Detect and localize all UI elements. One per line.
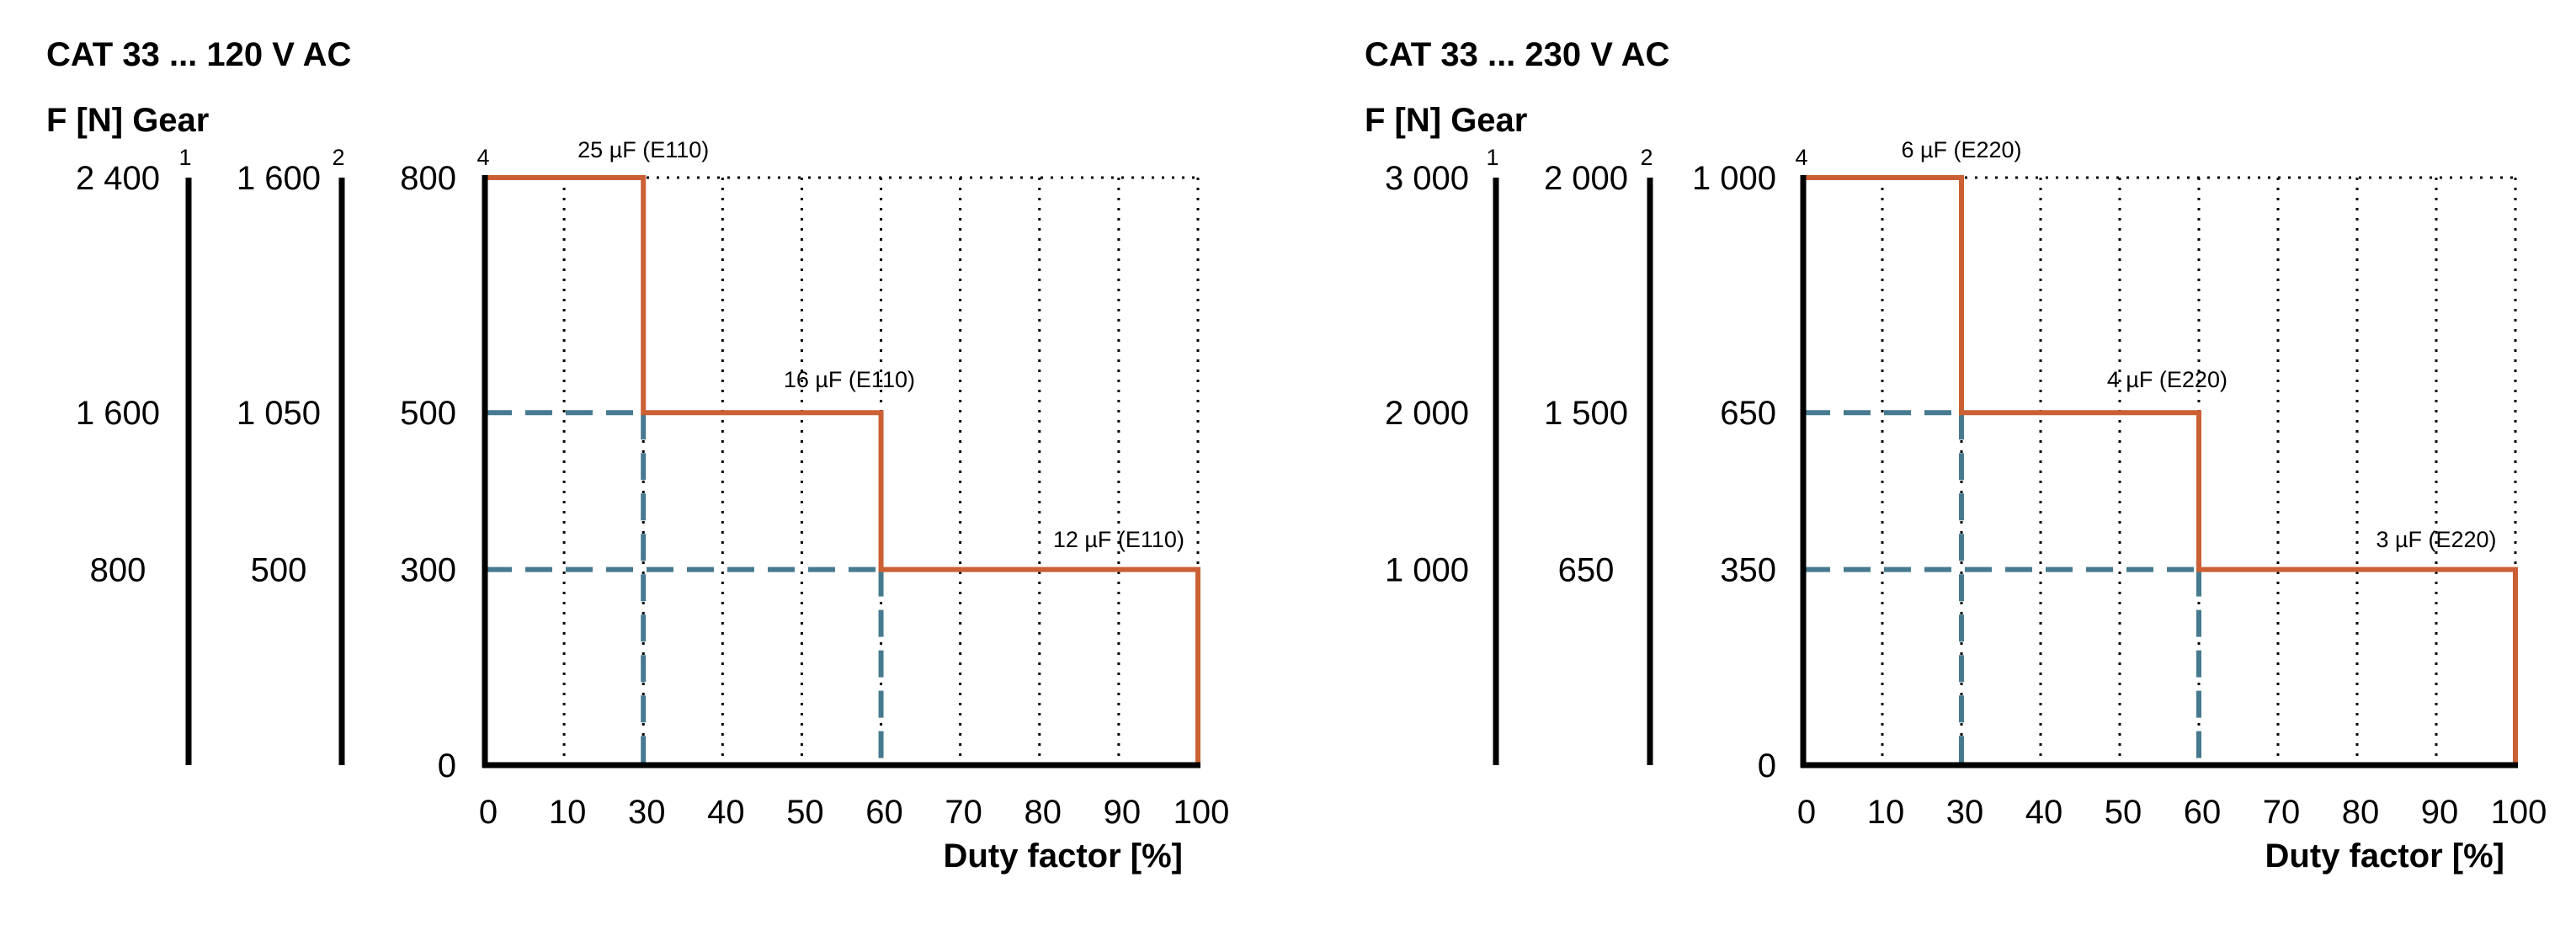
- x-tick-label: 40: [2025, 794, 2063, 831]
- limit-step-line: [485, 175, 1200, 765]
- gear-axis-name: 2: [1640, 145, 1653, 170]
- y-tick-label: 500: [400, 395, 456, 432]
- step-label: 12 µF (E110): [1053, 527, 1184, 552]
- gear-tick-label: 2 000: [1385, 395, 1469, 432]
- x-tick-label: 100: [2491, 794, 2547, 831]
- x-tick-label: 30: [1946, 794, 1984, 831]
- x-tick-label: 30: [628, 794, 666, 831]
- x-tick-label: 0: [479, 794, 498, 831]
- x-tick-label: 60: [865, 794, 903, 831]
- x-axis-label: Duty factor [%]: [944, 838, 1183, 875]
- x-tick-label: 0: [1797, 794, 1816, 831]
- chart-title: CAT 33 ... 120 V AC: [46, 36, 351, 73]
- x-tick-label: 60: [2184, 794, 2222, 831]
- y-axis-label: F [N] Gear: [46, 102, 209, 139]
- x-tick-label: 80: [1025, 794, 1062, 831]
- gear-tick-label: 1 000: [1385, 552, 1469, 589]
- step-label: 16 µF (E110): [784, 367, 915, 392]
- y-tick-label: 0: [1758, 747, 1776, 784]
- chart-2: CAT 33 ... 230 V AC F [N] Gear 1 3 000 2 000…: [1365, 36, 2547, 875]
- y-tick-label: 350: [1720, 552, 1776, 589]
- step-label: 3 µF (E220): [2376, 527, 2496, 552]
- step-label: 6 µF (E220): [1901, 137, 2021, 162]
- x-tick-label: 90: [2421, 794, 2459, 831]
- step-label: 25 µF (E110): [577, 137, 709, 162]
- gear-axis-name: 1: [178, 145, 191, 170]
- gear-tick-label: 1 600: [237, 160, 321, 197]
- gear-tick-label: 650: [1558, 552, 1615, 589]
- gear-tick-label: 1 050: [237, 395, 321, 432]
- x-tick-label: 70: [945, 794, 982, 831]
- x-tick-label: 80: [2342, 794, 2380, 831]
- gear-tick-label: 2 400: [76, 160, 160, 197]
- y-tick-label: 0: [438, 747, 456, 784]
- limit-step-line: [1803, 175, 2518, 765]
- gear-tick-label: 500: [251, 552, 307, 589]
- y-tick-label: 300: [400, 552, 456, 589]
- x-tick-label: 40: [707, 794, 745, 831]
- y-tick-label: 650: [1720, 395, 1776, 432]
- x-tick-label: 100: [1174, 794, 1230, 831]
- gear-tick-label: 1 500: [1544, 395, 1628, 432]
- gear-tick-label: 800: [90, 552, 146, 589]
- x-tick-label: 90: [1104, 794, 1142, 831]
- x-tick-label: 50: [2105, 794, 2142, 831]
- gear-axis-name: 2: [332, 145, 344, 170]
- gear-tick-label: 3 000: [1385, 160, 1469, 197]
- y-tick-label: 800: [400, 160, 456, 197]
- x-tick-label: 10: [1867, 794, 1905, 831]
- x-tick-label: 10: [549, 794, 587, 831]
- x-tick-label: 70: [2263, 794, 2301, 831]
- y-tick-label: 1 000: [1692, 160, 1776, 197]
- gear-tick-label: 2 000: [1544, 160, 1628, 197]
- gear-axis-name: 4: [1795, 145, 1807, 170]
- chart-title: CAT 33 ... 230 V AC: [1365, 36, 1669, 73]
- y-axis-label: F [N] Gear: [1365, 102, 1527, 139]
- gear-axis-name: 4: [476, 145, 489, 170]
- gear-tick-label: 1 600: [76, 395, 160, 432]
- x-tick-label: 50: [786, 794, 824, 831]
- gear-axis-name: 1: [1486, 145, 1498, 170]
- step-label: 4 µF (E220): [2107, 367, 2227, 392]
- x-axis-label: Duty factor [%]: [2265, 838, 2504, 875]
